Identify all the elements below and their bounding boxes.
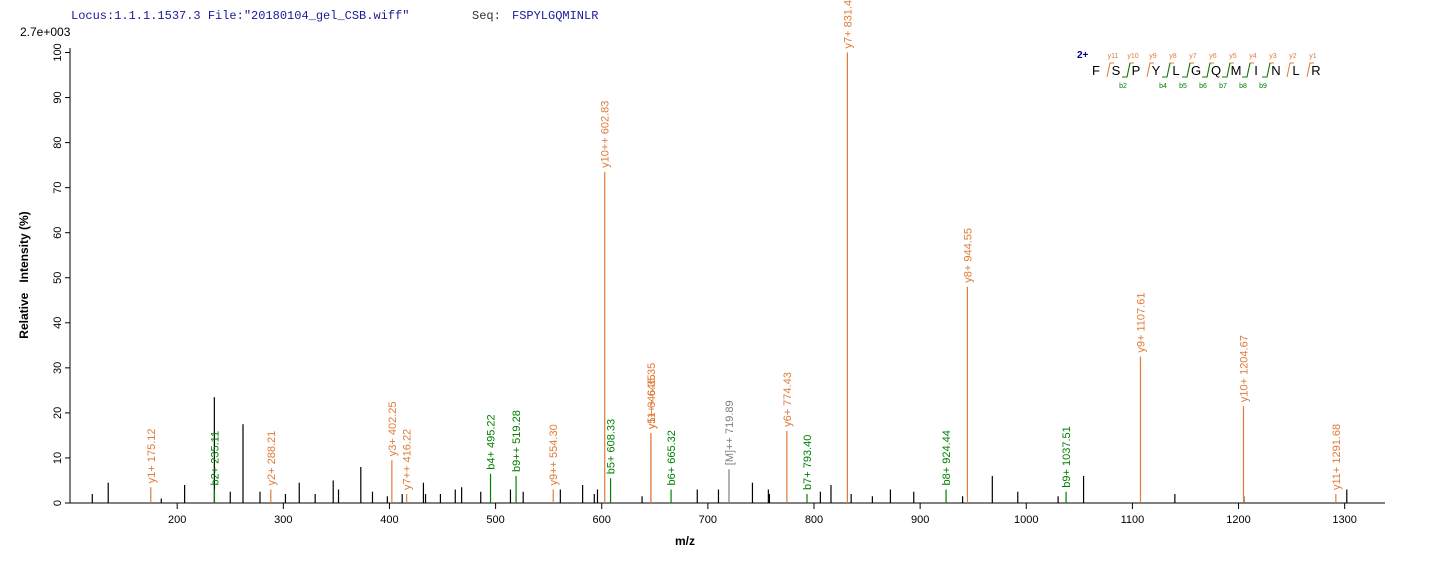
y-bracket [1106, 62, 1114, 78]
x-tick-label: 800 [805, 514, 823, 526]
x-tick-label: 400 [380, 514, 398, 526]
peak-label: b4+ 495.22 [486, 414, 498, 469]
y-label: y10 [1127, 53, 1138, 60]
y-label: y5 [1229, 53, 1237, 60]
b-bracket [1242, 62, 1251, 78]
peak-label: y8+ 944.55 [962, 228, 974, 283]
residue: S [1112, 63, 1121, 78]
x-tick-label: 600 [593, 514, 611, 526]
x-tick-label: 300 [274, 514, 292, 526]
x-axis-label: m/z [675, 534, 695, 548]
y-tick-label: 80 [52, 136, 64, 148]
y-tick-label: 40 [52, 317, 64, 329]
y-label: y2 [1289, 53, 1297, 60]
x-tick-label: 700 [699, 514, 717, 526]
peak-label: y9++ 554.30 [548, 424, 560, 485]
y-tick-label: 90 [52, 91, 64, 103]
x-tick-label: 1300 [1332, 514, 1356, 526]
b-bracket [1182, 62, 1191, 78]
residue: Q [1211, 63, 1221, 78]
y-label: y1 [1309, 53, 1317, 60]
y-tick-label: 60 [52, 227, 64, 239]
b-bracket [1202, 62, 1211, 78]
peak-label: y11+ 1291.68 [1331, 424, 1343, 490]
y-label: y4 [1249, 53, 1257, 60]
peak-label: b9+ 1037.51 [1061, 426, 1073, 487]
peak-label: b7+ 793.40 [802, 435, 814, 490]
y-label: y3 [1269, 53, 1277, 60]
peak-label: y6+ 774.43 [782, 372, 794, 427]
y-tick-label: 100 [52, 43, 64, 61]
b-label: b2 [1119, 83, 1127, 90]
peak-label: y9+ 1107.61 [1135, 293, 1147, 353]
x-tick-label: 1000 [1014, 514, 1038, 526]
y-tick-label: 30 [52, 362, 64, 374]
scale-label: 2.7e+003 [20, 25, 71, 39]
y-bracket [1146, 62, 1154, 78]
residue: Y [1152, 63, 1161, 78]
y-label: y11 [1108, 53, 1119, 60]
x-tick-label: 1100 [1121, 514, 1145, 526]
b-bracket [1122, 62, 1131, 78]
y-tick-label: 10 [52, 452, 64, 464]
y-tick-label: 50 [52, 272, 64, 284]
peak-label: y1+ 175.12 [146, 428, 158, 483]
peak-label: y7+ 831.46 [842, 0, 854, 49]
y-bracket [1286, 62, 1294, 78]
y-label: y6 [1209, 53, 1217, 60]
peak-label: b6+ 665.32 [666, 430, 678, 485]
x-tick-label: 900 [911, 514, 929, 526]
b-label: b7 [1219, 83, 1227, 90]
charge: 2+ [1077, 50, 1089, 61]
residue: L [1292, 63, 1299, 78]
b-label: b4 [1159, 83, 1167, 90]
peak-label: b9++ 519.28 [511, 410, 523, 472]
peak-label: y5+ 646.35 [646, 374, 658, 429]
peak-label: y10++ 602.83 [600, 101, 612, 168]
y-tick-label: 20 [52, 407, 64, 419]
residue: M [1231, 63, 1242, 78]
y-label: y8 [1169, 53, 1177, 60]
peak-label: y2+ 288.21 [266, 431, 278, 486]
peak-label: y10+ 1204.67 [1238, 335, 1250, 402]
y-tick-label: 0 [52, 500, 64, 506]
peak-label: b2+ 235.11 [209, 431, 221, 486]
b-bracket [1262, 62, 1271, 78]
y-axis-label: Relative Intensity (%) [17, 211, 31, 338]
y-bracket [1306, 62, 1314, 78]
peak-label: b5+ 608.33 [606, 419, 618, 474]
y-tick-label: 70 [52, 182, 64, 194]
x-tick-label: 1200 [1226, 514, 1250, 526]
residue: G [1191, 63, 1201, 78]
residue: N [1271, 63, 1280, 78]
x-tick-label: 500 [486, 514, 504, 526]
b-label: b5 [1179, 83, 1187, 90]
y-label: y9 [1149, 53, 1157, 60]
residue: F [1092, 63, 1100, 78]
residue: L [1172, 63, 1179, 78]
b-bracket [1222, 62, 1231, 78]
header: Locus:1.1.1.1537.3 File:"20180104_gel_CS… [71, 9, 409, 23]
b-label: b6 [1199, 83, 1207, 90]
residue: R [1311, 63, 1320, 78]
residue: I [1254, 63, 1258, 78]
b-bracket [1162, 62, 1171, 78]
b-label: b9 [1259, 83, 1267, 90]
peak-label: y3+ 402.25 [387, 401, 399, 456]
peak-label: b8+ 924.44 [941, 430, 953, 485]
residue: P [1132, 63, 1141, 78]
b-label: b8 [1239, 83, 1247, 90]
seq-label: Seq: [472, 9, 501, 23]
peak-label: [M]++ 719.89 [724, 400, 736, 465]
x-tick-label: 200 [168, 514, 186, 526]
y-label: y7 [1189, 53, 1197, 60]
sequence: FSPYLGQMINLR [512, 9, 598, 23]
peak-label: y11++ 646.35 [646, 363, 658, 429]
peak-label: y7++ 416.22 [402, 429, 414, 490]
